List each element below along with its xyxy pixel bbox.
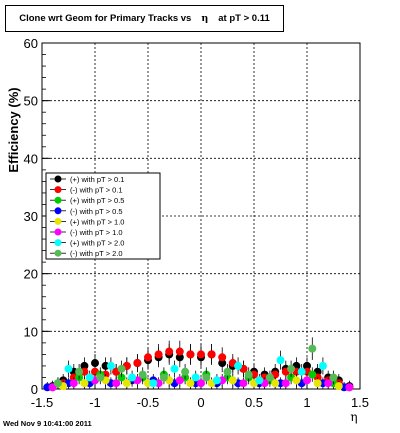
x-tick-label: 1.5 bbox=[351, 395, 369, 410]
legend-marker bbox=[54, 175, 62, 183]
y-tick-label: 30 bbox=[24, 209, 38, 224]
data-point bbox=[191, 373, 200, 382]
legend-label: (+) with pT > 0.5 bbox=[70, 196, 124, 205]
data-point bbox=[133, 359, 142, 368]
data-point bbox=[303, 376, 311, 385]
data-point bbox=[202, 373, 211, 382]
data-point bbox=[165, 347, 174, 356]
chart-title-tail: at pT > 0.11 bbox=[218, 13, 270, 24]
legend-marker bbox=[54, 249, 62, 257]
data-point bbox=[69, 379, 78, 388]
data-point bbox=[308, 344, 317, 353]
legend-label: (-) with pT > 1.0 bbox=[70, 228, 123, 237]
x-axis-label: η bbox=[350, 410, 357, 424]
legend-label: (+) with pT > 2.0 bbox=[70, 239, 124, 248]
data-point bbox=[186, 379, 195, 388]
data-point bbox=[138, 370, 147, 379]
y-tick-label: 60 bbox=[24, 36, 38, 51]
legend-marker bbox=[54, 239, 62, 247]
legend-label: (+) with pT > 0.1 bbox=[70, 175, 124, 184]
data-point bbox=[85, 373, 94, 382]
legend-marker bbox=[54, 196, 62, 204]
data-point bbox=[197, 379, 205, 388]
data-point bbox=[234, 361, 243, 370]
data-point bbox=[345, 383, 354, 392]
legend-label: (-) with pT > 0.5 bbox=[70, 207, 123, 216]
data-point bbox=[313, 379, 322, 388]
data-point bbox=[106, 361, 115, 370]
data-point bbox=[228, 376, 237, 385]
data-point bbox=[255, 376, 264, 385]
x-tick-label: 0 bbox=[197, 395, 204, 410]
data-point bbox=[207, 350, 216, 359]
legend: (+) with pT > 0.1(-) with pT > 0.1(+) wi… bbox=[45, 172, 161, 260]
data-point bbox=[292, 376, 301, 385]
data-point bbox=[117, 373, 126, 382]
legend-marker bbox=[54, 186, 62, 194]
data-point bbox=[308, 370, 317, 379]
data-point bbox=[181, 367, 190, 376]
data-point bbox=[218, 353, 227, 362]
data-point bbox=[53, 379, 62, 388]
chart-title-eta: η bbox=[201, 13, 209, 24]
legend-label: (-) with pT > 0.1 bbox=[70, 186, 123, 195]
y-tick-label: 50 bbox=[24, 94, 38, 109]
chart-title: Clone wrt Geom for Primary Tracks vs η a… bbox=[5, 5, 284, 32]
legend-marker bbox=[54, 217, 62, 225]
data-point bbox=[244, 370, 253, 379]
data-point bbox=[265, 373, 274, 382]
data-point bbox=[80, 379, 89, 388]
x-tick-label: -1.5 bbox=[31, 395, 53, 410]
x-tick-label: 0.5 bbox=[245, 395, 263, 410]
data-point bbox=[271, 379, 280, 388]
data-point bbox=[149, 379, 158, 388]
data-point bbox=[334, 382, 343, 391]
footer-timestamp: Wed Nov 9 10:41:00 2011 bbox=[3, 419, 92, 428]
y-tick-label: 40 bbox=[24, 151, 38, 166]
y-tick-label: 0 bbox=[31, 382, 38, 397]
data-point bbox=[281, 379, 290, 388]
data-point bbox=[212, 376, 221, 385]
data-point bbox=[154, 350, 163, 359]
legend-marker bbox=[54, 228, 62, 236]
data-point bbox=[75, 367, 84, 376]
y-tick-label: 20 bbox=[24, 267, 38, 282]
data-point bbox=[197, 350, 205, 359]
chart-title-main: Clone wrt Geom for Primary Tracks vs bbox=[19, 13, 192, 24]
data-point bbox=[117, 364, 126, 373]
x-tick-label: -1 bbox=[89, 395, 101, 410]
data-point bbox=[186, 350, 195, 359]
data-point bbox=[223, 367, 232, 376]
y-tick-label: 10 bbox=[24, 324, 38, 339]
data-point bbox=[91, 359, 99, 368]
data-point bbox=[239, 379, 248, 388]
data-point bbox=[175, 376, 184, 385]
data-point bbox=[324, 379, 333, 388]
x-tick-label: -0.5 bbox=[137, 395, 159, 410]
x-tick-label: 1 bbox=[303, 395, 310, 410]
data-point bbox=[287, 364, 296, 373]
legend-box bbox=[45, 172, 161, 260]
legend-label: (-) with pT > 2.0 bbox=[70, 249, 123, 258]
data-point bbox=[112, 379, 121, 388]
data-point bbox=[159, 373, 168, 382]
data-marks bbox=[43, 337, 354, 392]
data-point bbox=[122, 379, 131, 388]
data-point bbox=[318, 361, 327, 370]
data-point bbox=[64, 364, 73, 373]
data-point bbox=[144, 353, 152, 362]
legend-label: (+) with pT > 1.0 bbox=[70, 217, 124, 226]
data-point bbox=[329, 373, 338, 382]
data-point bbox=[276, 356, 285, 365]
y-axis-label: Efficiency (%) bbox=[6, 87, 21, 172]
data-point bbox=[96, 373, 105, 382]
legend-marker bbox=[54, 207, 62, 215]
data-point bbox=[175, 347, 184, 356]
data-point bbox=[170, 364, 179, 373]
data-point bbox=[128, 373, 137, 382]
data-point bbox=[297, 367, 306, 376]
